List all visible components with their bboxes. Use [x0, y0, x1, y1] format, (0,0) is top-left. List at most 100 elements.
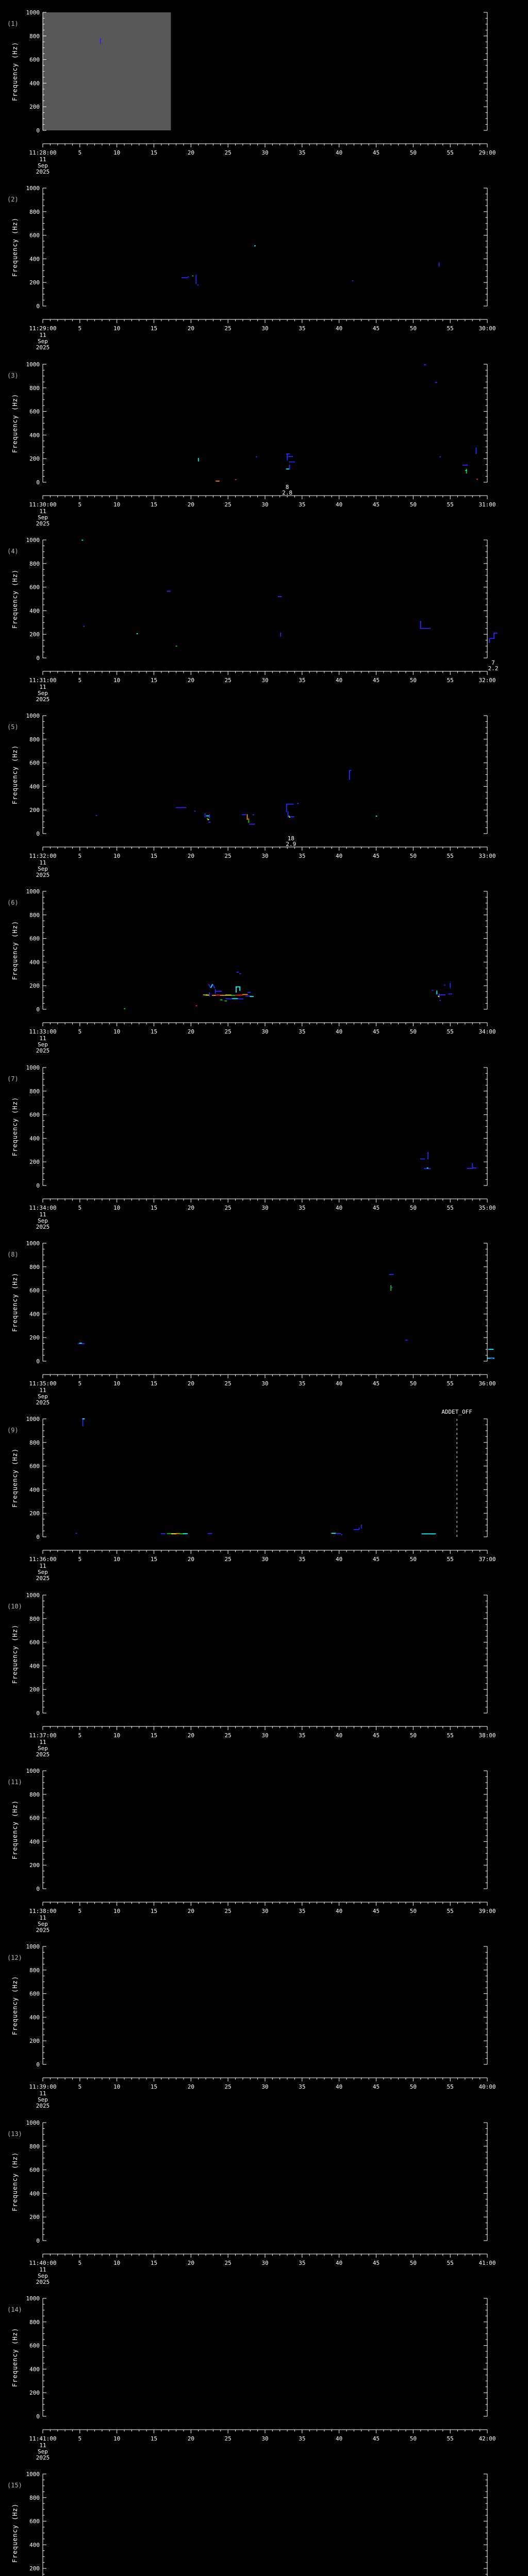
spectrogram-panel-14: 0 200 400 600 800 1000 5 10 15 20 25 30 35 40 45 50 55 11…: [0, 2286, 528, 2462]
x-axis-start-time: 11:30:00: [29, 501, 57, 508]
x-axis-date-line: 2025: [36, 1047, 50, 1054]
y-tick-label: 600: [29, 584, 40, 591]
x-tick-label: 5: [78, 2083, 82, 2090]
x-tick-label: 30: [261, 1380, 268, 1387]
y-tick-label: 800: [29, 1264, 40, 1270]
x-tick-label: 45: [373, 1028, 380, 1035]
x-axis-end-time: 34:00: [478, 1028, 496, 1035]
x-axis-start-time: 11:28:00: [29, 149, 57, 156]
y-tick-label: 0: [36, 1182, 40, 1189]
x-tick-label: 5: [78, 325, 82, 332]
x-tick-label: 10: [113, 677, 120, 684]
panel-index-label: (13): [7, 2130, 22, 2138]
y-tick-label: 400: [29, 1486, 40, 1493]
x-axis-date-line: 2025: [36, 1224, 50, 1230]
y-tick-label: 0: [36, 2413, 40, 2420]
x-tick-label: 30: [261, 1028, 268, 1035]
y-tick-label: 800: [29, 2319, 40, 2326]
spectrogram-panel-15: 0200400600800100051015202530354045505511…: [0, 2462, 528, 2576]
y-tick-label: 800: [29, 1616, 40, 1622]
y-tick-label: 200: [29, 807, 40, 814]
x-axis-date-line: Sep: [38, 162, 48, 169]
x-axis-end-time: 33:00: [478, 853, 496, 859]
x-tick-label: 25: [225, 501, 232, 508]
x-tick-label: 15: [151, 1028, 157, 1035]
state-marker-label: ADDET_OFF: [441, 1409, 472, 1415]
x-axis-date-line: 2025: [36, 344, 50, 351]
event-annotation-line2: 2.9: [286, 841, 296, 848]
x-tick-label: 50: [410, 1205, 417, 1211]
spectrogram-panel-7: 0 200 400 600 800 1000 5 10 15 20 25 30 35 40 45 50 55 11…: [0, 1055, 528, 1231]
x-axis-end-time: 42:00: [478, 2435, 496, 2442]
x-tick-label: 45: [373, 2435, 380, 2442]
x-tick-label: 20: [188, 853, 194, 859]
x-tick-label: 10: [113, 1380, 120, 1387]
y-tick-label: 400: [29, 1838, 40, 1845]
y-tick-label: 600: [29, 2518, 40, 2525]
x-axis-date-line: 2025: [36, 1575, 50, 1582]
y-tick-label: 400: [29, 1663, 40, 1669]
x-tick-label: 55: [447, 325, 454, 332]
y-tick-label: 1000: [26, 713, 40, 719]
detection-mark: [208, 984, 211, 988]
x-axis-date-line: Sep: [38, 1393, 48, 1400]
x-tick-label: 25: [225, 1028, 232, 1035]
x-axis-date-line: Sep: [38, 2096, 48, 2103]
x-axis-end-time: 39:00: [478, 1908, 496, 1914]
x-tick-label: 20: [188, 2435, 194, 2442]
y-tick-label: 800: [29, 33, 40, 40]
x-tick-label: 30: [261, 1908, 268, 1914]
y-tick-label: 200: [29, 1686, 40, 1693]
x-tick-label: 50: [410, 2260, 417, 2266]
y-tick-label: 200: [29, 1510, 40, 1517]
x-tick-label: 5: [78, 1556, 82, 1563]
y-tick-label: 0: [36, 1006, 40, 1013]
y-tick-label: 400: [29, 256, 40, 262]
event-annotation-line1: 7: [491, 659, 495, 666]
x-tick-label: 40: [336, 1380, 342, 1387]
y-tick-label: 200: [29, 631, 40, 638]
x-axis-date-line: 2025: [36, 1399, 50, 1406]
y-tick-label: 200: [29, 982, 40, 989]
spectrogram-panel-2: 0 200 400 600 800 1000 5 10 15 20 25 30 35 40 45 50 55 11…: [0, 176, 528, 352]
x-tick-label: 35: [299, 1732, 305, 1739]
x-tick-label: 40: [336, 1732, 342, 1739]
x-tick-label: 30: [261, 325, 268, 332]
x-axis-date-line: Sep: [38, 514, 48, 521]
x-tick-label: 50: [410, 1380, 417, 1387]
x-axis-end-time: 31:00: [478, 501, 496, 508]
y-tick-label: 600: [29, 1991, 40, 1997]
x-axis-date-line: 11: [39, 2266, 46, 2273]
panel-index-label: (14): [7, 2306, 22, 2313]
x-tick-label: 45: [373, 1380, 380, 1387]
x-tick-label: 50: [410, 1028, 417, 1035]
x-tick-label: 45: [373, 501, 380, 508]
x-tick-label: 15: [151, 853, 157, 859]
x-tick-label: 15: [151, 1380, 157, 1387]
y-axis-title: Frequency (Hz): [11, 2328, 19, 2387]
spectrogram-panel-4: 0 200 400 600 800 1000 5 10 15 20 25 30 35 40 45 50 55 11…: [0, 528, 528, 703]
x-tick-label: 45: [373, 149, 380, 156]
x-axis-date-line: Sep: [38, 338, 48, 345]
y-tick-label: 800: [29, 2143, 40, 2150]
spectrogram-panel-3: 0 200 400 600 800 1000 5 10 15 20 25 30 35 40 45 50 55 11…: [0, 352, 528, 528]
y-tick-label: 600: [29, 57, 40, 63]
x-tick-label: 40: [336, 1028, 342, 1035]
x-tick-label: 20: [188, 1908, 194, 1914]
y-tick-label: 0: [36, 1886, 40, 1892]
y-tick-label: 800: [29, 561, 40, 567]
x-tick-label: 25: [225, 2435, 232, 2442]
panel-index-label: (7): [7, 1075, 19, 1082]
panel-index-label: (9): [7, 1427, 19, 1434]
panel-index-label: (5): [7, 723, 19, 731]
x-tick-label: 25: [225, 2083, 232, 2090]
x-tick-label: 20: [188, 677, 194, 684]
x-tick-label: 50: [410, 1732, 417, 1739]
y-tick-label: 600: [29, 2167, 40, 2174]
x-tick-label: 55: [447, 1908, 454, 1914]
y-tick-label: 0: [36, 2238, 40, 2244]
x-tick-label: 10: [113, 501, 120, 508]
panel-index-label: (6): [7, 899, 19, 906]
